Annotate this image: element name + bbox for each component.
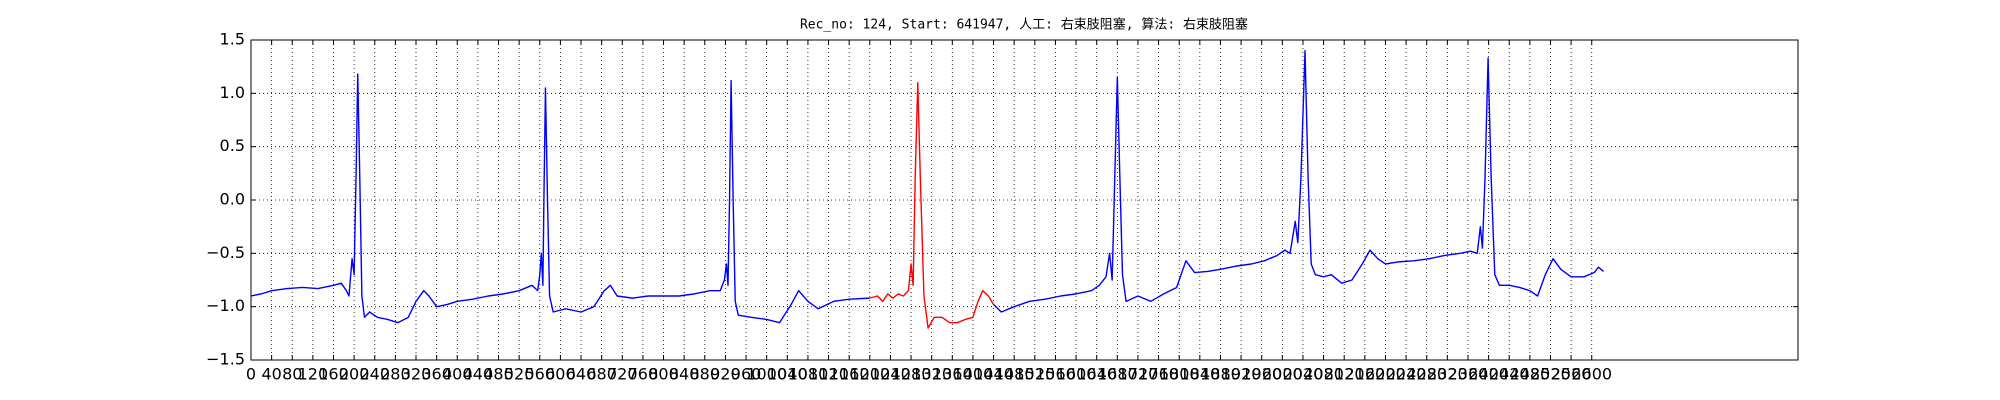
x-tick-label: 2480 <box>1509 365 1550 384</box>
x-tick-label: 560 <box>524 365 555 384</box>
x-tick-label: 1480 <box>994 365 1035 384</box>
x-tick-label: 1160 <box>829 365 870 384</box>
x-tick-label: 2200 <box>1365 365 1406 384</box>
y-tick-label: 0.5 <box>220 136 245 155</box>
x-tick-label: 1360 <box>932 365 973 384</box>
x-tick-label: 1400 <box>953 365 994 384</box>
x-tick-label: 800 <box>648 365 679 384</box>
x-tick-label: 2520 <box>1530 365 1571 384</box>
x-tick-label: 1840 <box>1179 365 1220 384</box>
x-tick-label: 1120 <box>808 365 849 384</box>
x-tick-label: 1560 <box>1035 365 1076 384</box>
x-tick-label: 1600 <box>1056 365 1097 384</box>
x-tick-label: 280 <box>380 365 411 384</box>
x-tick-label: 2240 <box>1386 365 1427 384</box>
x-tick-label: 240 <box>359 365 390 384</box>
x-tick-label: 1080 <box>788 365 829 384</box>
y-tick-label: −1.5 <box>206 350 245 369</box>
x-tick-label: 2080 <box>1303 365 1344 384</box>
x-tick-label: 0 <box>246 365 256 384</box>
x-tick-label: 1280 <box>891 365 932 384</box>
x-tick-label: 1720 <box>1118 365 1159 384</box>
x-tick-label: 360 <box>421 365 452 384</box>
x-tick-label: 1200 <box>849 365 890 384</box>
x-tick-label: 400 <box>442 365 473 384</box>
plot-frame <box>250 39 1799 361</box>
x-tick-label: 1040 <box>767 365 808 384</box>
x-tick-label: 600 <box>545 365 576 384</box>
x-tick-label: 760 <box>628 365 659 384</box>
x-tick-label: 2440 <box>1489 365 1530 384</box>
x-tick-label: 680 <box>586 365 617 384</box>
x-tick-label: 440 <box>463 365 494 384</box>
x-tick-label: 1760 <box>1138 365 1179 384</box>
y-tick-label: 1.0 <box>220 83 245 102</box>
x-tick-label: 120 <box>298 365 329 384</box>
x-tick-label: 320 <box>401 365 432 384</box>
x-tick-label: 40 <box>261 365 281 384</box>
x-tick-label: 2120 <box>1324 365 1365 384</box>
y-tick-label: −0.5 <box>206 243 245 262</box>
x-tick-label: 880 <box>690 365 721 384</box>
x-tick-label: 2400 <box>1468 365 1509 384</box>
x-tick-label: 1800 <box>1159 365 1200 384</box>
x-tick-label: 2560 <box>1551 365 1592 384</box>
y-tick-label: −1.0 <box>206 296 245 315</box>
x-tick-label: 720 <box>607 365 638 384</box>
x-tick-label: 1240 <box>870 365 911 384</box>
x-tick-label: 1320 <box>911 365 952 384</box>
ecg-line <box>993 49 1605 313</box>
y-tick-label: 0.0 <box>220 190 245 209</box>
x-tick-label: 1640 <box>1076 365 1117 384</box>
x-tick-label: 2000 <box>1262 365 1303 384</box>
x-tick-label: 2600 <box>1571 365 1612 384</box>
x-tick-label: 960 <box>731 365 762 384</box>
x-tick-label: 2040 <box>1283 365 1324 384</box>
x-tick-label: 80 <box>282 365 302 384</box>
x-tick-label: 1680 <box>1097 365 1138 384</box>
x-tick-label: 840 <box>669 365 700 384</box>
x-tick-label: 520 <box>504 365 535 384</box>
y-tick-label: 1.5 <box>220 30 245 49</box>
x-tick-label: 1440 <box>973 365 1014 384</box>
ecg-line <box>250 73 870 324</box>
x-tick-label: 1520 <box>1014 365 1055 384</box>
x-tick-label: 1000 <box>746 365 787 384</box>
x-tick-label: 920 <box>710 365 741 384</box>
x-tick-label: 2320 <box>1427 365 1468 384</box>
x-tick-label: 2360 <box>1448 365 1489 384</box>
x-tick-label: 1880 <box>1200 365 1241 384</box>
x-tick-label: 1960 <box>1241 365 1282 384</box>
x-tick-label: 640 <box>566 365 597 384</box>
chart-title: Rec_no: 124, Start: 641947, 人工: 右束肢阻塞, 算… <box>800 17 1248 33</box>
x-tick-label: 2160 <box>1344 365 1385 384</box>
x-tick-label: 2280 <box>1406 365 1447 384</box>
x-tick-label: 480 <box>483 365 514 384</box>
x-tick-label: 160 <box>318 365 349 384</box>
ecg-line <box>869 81 995 329</box>
x-tick-label: 200 <box>339 365 370 384</box>
x-tick-label: 1920 <box>1221 365 1262 384</box>
